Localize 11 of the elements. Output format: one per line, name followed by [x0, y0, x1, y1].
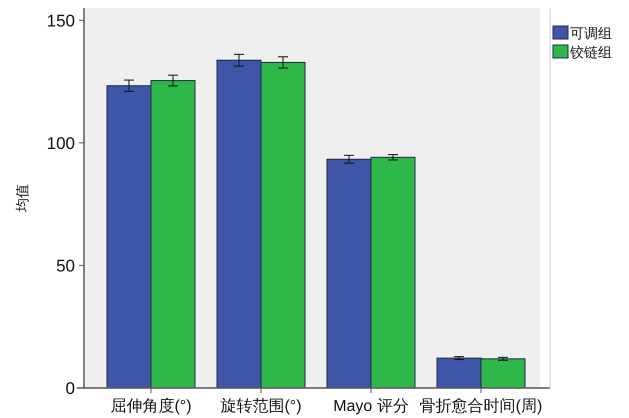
y-tick-label: 50	[56, 256, 75, 276]
y-tick-label: 100	[46, 134, 75, 153]
y-axis-title: 均值	[14, 184, 30, 213]
x-tick-label: 旋转范围(°)	[220, 397, 302, 415]
x-tick-label: 屈伸角度(°)	[110, 397, 192, 415]
legend-label: 铰链组	[569, 44, 612, 60]
y-tick-label: 150	[46, 11, 75, 30]
x-tick-label: 骨折愈合时间(周)	[420, 397, 542, 415]
legend-label: 可调组	[570, 25, 612, 41]
x-tick-label: Mayo 评分	[333, 397, 409, 415]
y-tick-label: 0	[66, 379, 75, 398]
